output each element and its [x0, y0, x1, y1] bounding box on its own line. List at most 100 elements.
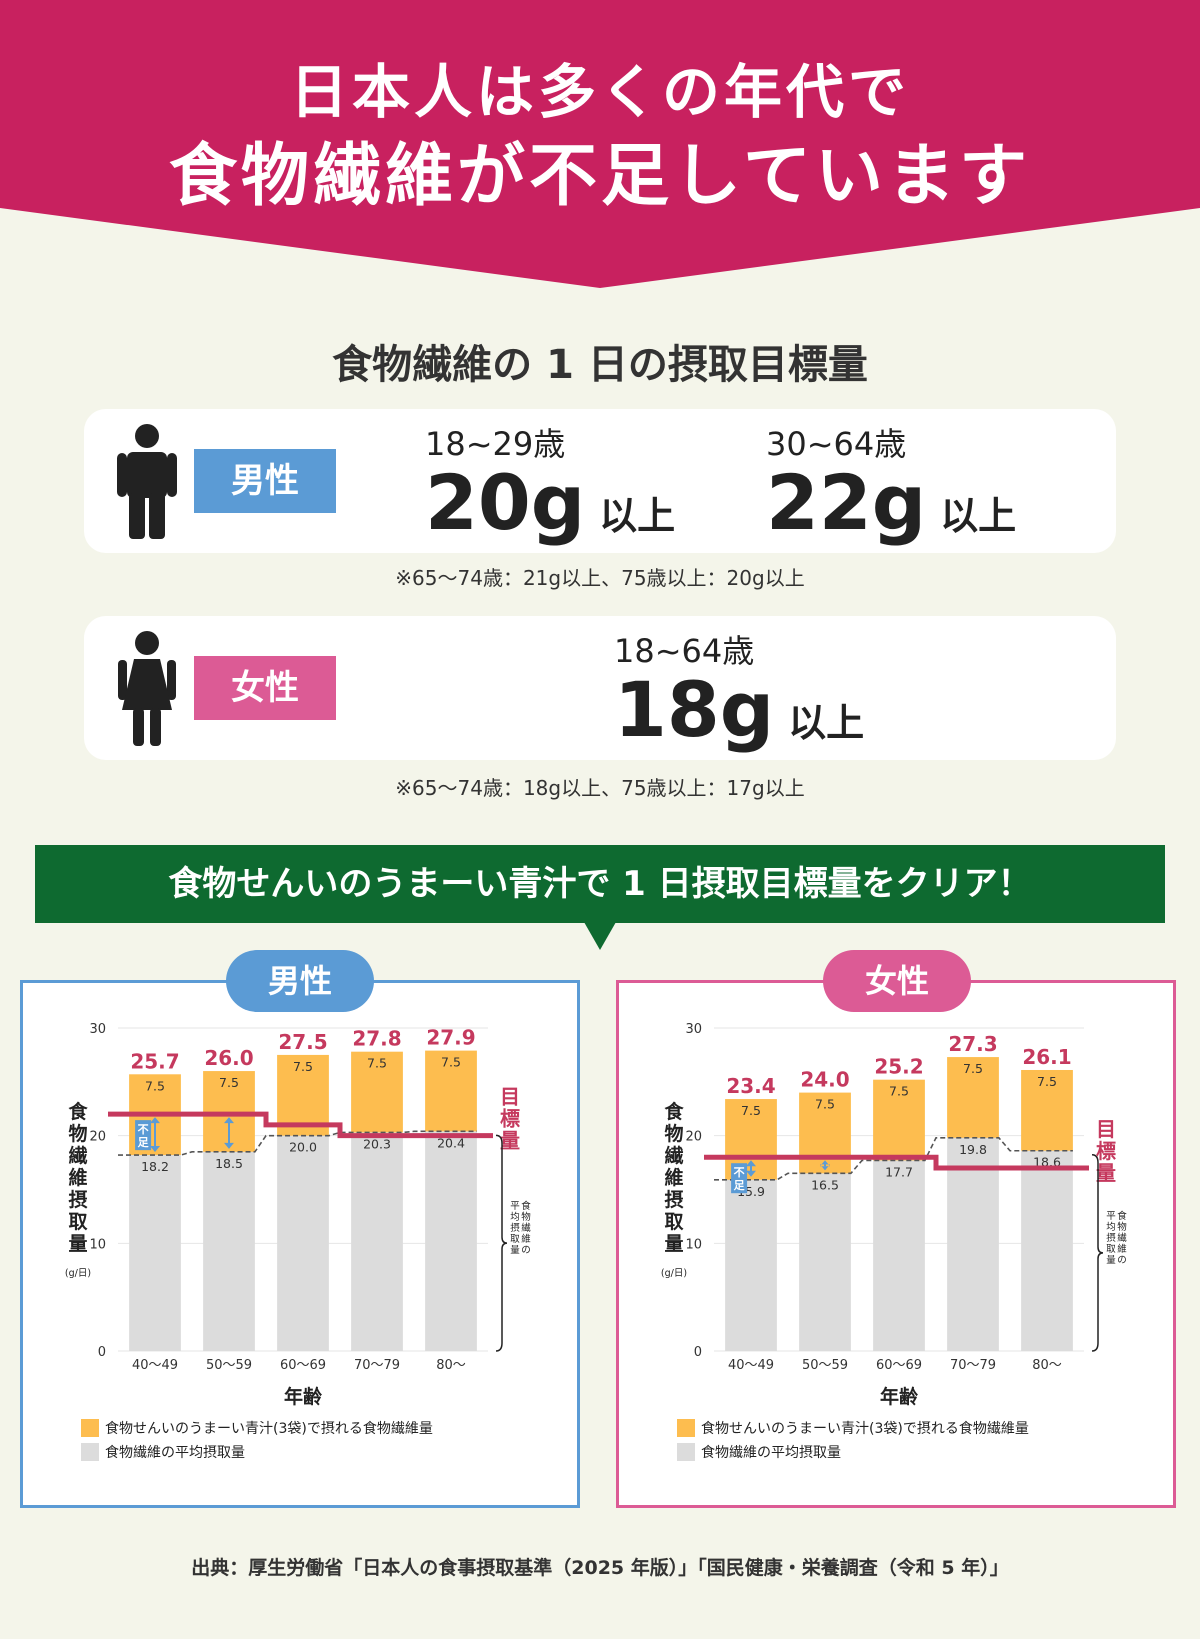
x-tick-label: 80～ [436, 1358, 466, 1373]
total-value-label: 23.4 [726, 1074, 775, 1098]
legend-swatch-average [81, 1443, 99, 1461]
target-label-char: 標 [500, 1107, 520, 1131]
target-amount: 22g [766, 458, 927, 547]
average-bar [425, 1131, 477, 1351]
y-tick-label: 0 [694, 1345, 702, 1360]
brace-label-char: 食 [1117, 1210, 1127, 1222]
aojiru-value-label: 7.5 [293, 1059, 313, 1074]
target-amount: 20g [425, 458, 586, 547]
aojiru-value-label: 7.5 [367, 1056, 387, 1071]
y-axis-label-char: 物 [68, 1122, 87, 1145]
y-axis-label-char: 摂 [68, 1188, 87, 1211]
aojiru-value-label: 7.5 [219, 1075, 239, 1090]
target-label-char: 目 [1096, 1117, 1116, 1141]
x-tick-label: 50～59 [206, 1358, 252, 1373]
aojiru-value-label: 7.5 [889, 1084, 909, 1099]
y-axis-label-char: 維 [664, 1166, 683, 1189]
legend-swatch-average [677, 1443, 695, 1461]
y-axis-label-char: 取 [68, 1211, 87, 1233]
average-value-label: 18.5 [215, 1156, 243, 1171]
target-suffix: 以上 [940, 494, 1017, 538]
y-axis-label-char: 物 [664, 1122, 683, 1145]
target-age: 18~29歳 [425, 425, 566, 463]
brace-label-char: 平 [1106, 1211, 1116, 1222]
x-axis-label: 年齢 [880, 1385, 919, 1408]
average-bar [947, 1137, 999, 1351]
y-axis-label-char: 維 [68, 1166, 87, 1189]
shortage-badge-char: 足 [734, 1179, 746, 1192]
x-tick-label: 70～79 [354, 1358, 400, 1373]
shortage-badge [135, 1120, 152, 1151]
y-tick-label: 30 [685, 1022, 702, 1037]
legend-label-average: 食物繊維の平均摂取量 [105, 1444, 245, 1461]
header-background [0, 0, 1200, 288]
average-brace [1091, 1153, 1104, 1352]
shortage-badge [731, 1163, 748, 1194]
brace-label-char: 取 [1106, 1244, 1116, 1255]
header-title-line2: 食物繊維が不足しています [169, 137, 1031, 216]
legend-swatch-aojiru [677, 1419, 695, 1437]
shortage-badge-char: 不 [138, 1123, 149, 1136]
average-value-label: 19.8 [959, 1142, 987, 1157]
shortage-arrowheads [746, 1160, 756, 1177]
clear-banner-text: 食物せんいのうまーい青汁で 1 日摂取目標量をクリア！ [168, 864, 1032, 904]
aojiru-value-label: 7.5 [741, 1103, 761, 1118]
total-value-label: 27.9 [426, 1026, 475, 1050]
y-axis-label-char: 食 [68, 1100, 88, 1123]
y-axis-label-char: 量 [664, 1233, 683, 1255]
aojiru-value-label: 7.5 [441, 1055, 461, 1070]
y-axis-unit: (g/日) [65, 1268, 91, 1279]
average-value-label: 20.3 [363, 1136, 391, 1151]
y-tick-label: 30 [89, 1022, 106, 1037]
brace-label-char: 食 [521, 1200, 531, 1212]
header-banner: 日本人は多くの年代で 食物繊維が不足しています [0, 0, 1200, 290]
brace-label-char: 維 [1117, 1243, 1127, 1255]
aojiru-bar [351, 1051, 403, 1133]
y-axis-label-char: 繊 [68, 1144, 87, 1167]
brace-label-char: 量 [510, 1245, 520, 1256]
brace-label-char: 均 [1106, 1221, 1116, 1233]
average-value-label: 18.2 [141, 1159, 169, 1174]
brace-label-char: の [1117, 1255, 1127, 1266]
shortage-arrowheads [820, 1160, 830, 1171]
clear-banner [35, 845, 1165, 923]
y-axis-label-char: 量 [68, 1233, 87, 1255]
total-value-label: 27.8 [352, 1027, 401, 1051]
female-target-18-64: 18~64歳 18g 以上 [614, 626, 864, 761]
x-tick-label: 60～69 [876, 1358, 922, 1373]
aojiru-bar [873, 1079, 925, 1161]
y-tick-label: 10 [89, 1237, 106, 1252]
x-tick-label: 40～49 [132, 1358, 178, 1373]
female-target-card: 女性 18~64歳 18g 以上 [84, 616, 1116, 760]
average-value-label: 17.7 [885, 1164, 913, 1179]
target-label-char: 標 [1096, 1139, 1116, 1163]
y-tick-label: 0 [98, 1345, 106, 1360]
x-tick-label: 80～ [1032, 1358, 1062, 1373]
brace-label-char: 量 [1106, 1255, 1116, 1266]
header-shape [0, 0, 1200, 288]
legend-label-aojiru: 食物せんいのうまーい青汁(3袋)で摂れる食物繊維量 [701, 1420, 1029, 1437]
total-value-label: 25.2 [874, 1055, 923, 1079]
male-chart-title: 男性 [226, 950, 374, 1012]
male-intake-chart: 0 10 20 30 18.2 7.5 25.7 40～49 18.5 7.5 26.0 50～59 2… [65, 1022, 531, 1461]
aojiru-value-label: 7.5 [963, 1061, 983, 1076]
target-label-char: 目 [500, 1085, 520, 1109]
average-value-label: 20.4 [437, 1135, 465, 1150]
target-line [704, 1154, 1089, 1171]
aojiru-bar [947, 1057, 999, 1138]
shortage-badge-char: 足 [138, 1136, 150, 1149]
target-suffix: 以上 [599, 494, 676, 538]
aojiru-value-label: 7.5 [1037, 1074, 1057, 1089]
male-chart-panel: 0 10 20 30 18.2 7.5 25.7 40～49 18.5 7.5 26.0 50～59 2… [20, 980, 580, 1508]
average-bar [277, 1135, 329, 1351]
legend-label-aojiru: 食物せんいのうまーい青汁(3袋)で摂れる食物繊維量 [105, 1420, 433, 1437]
aojiru-value-label: 7.5 [815, 1097, 835, 1112]
total-value-label: 27.3 [948, 1032, 997, 1056]
male-target-card: 男性 18~29歳 20g 以上 30~64歳 22g 以上 [84, 409, 1116, 553]
average-trend-line [714, 1137, 1073, 1181]
male-person-icon [117, 424, 177, 539]
brace-label-char: 均 [510, 1211, 520, 1223]
target-amount: 18g [614, 665, 775, 754]
male-target-18-29: 18~29歳 20g 以上 [425, 419, 675, 554]
y-tick-label: 20 [89, 1130, 106, 1145]
